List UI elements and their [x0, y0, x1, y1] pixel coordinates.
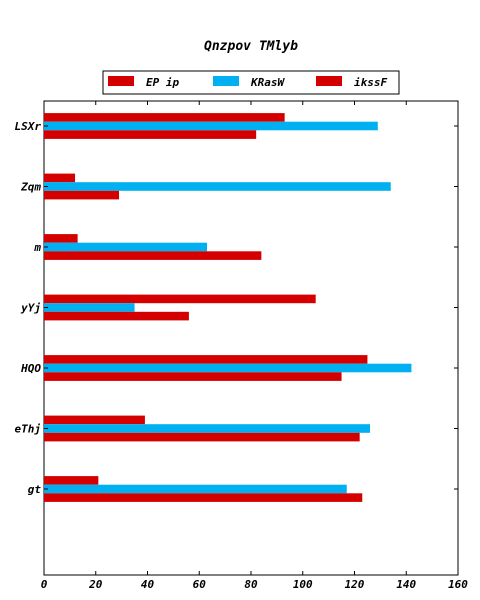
legend-label: EP ip — [146, 76, 179, 89]
bar-LSXr-EP-ip — [44, 113, 285, 122]
bar-eThj-EP-ip — [44, 415, 145, 425]
legend-swatch — [316, 76, 342, 86]
y-tick-label: Zqm — [20, 181, 41, 194]
legend: EP ip KRasW ikssF — [102, 70, 400, 95]
x-tick-label: 0 — [41, 578, 48, 591]
x-tick-label: 100 — [293, 578, 313, 591]
chart-title: Qnzpov TMlyb — [204, 39, 298, 54]
x-tick-label: 160 — [448, 578, 468, 591]
legend-label: KRasW — [250, 76, 285, 89]
bar-gt-ikssF — [44, 493, 363, 502]
bar-eThj-KRasW — [44, 424, 371, 433]
bar-gt-EP-ip — [44, 476, 99, 485]
y-tick-label: HQO — [20, 362, 41, 375]
bar-yYj-EP-ip — [44, 294, 316, 304]
x-tick-label: 80 — [244, 578, 258, 591]
bar-LSXr-ikssF — [44, 130, 257, 139]
bar-yYj-ikssF — [44, 311, 189, 321]
bar-HQO-KRasW — [44, 363, 412, 373]
bar-yYj-KRasW — [44, 303, 135, 312]
x-tick-label: 140 — [396, 578, 416, 591]
bar-m-EP-ip — [44, 234, 78, 243]
bars-group — [44, 113, 412, 502]
x-tick-label: 20 — [88, 578, 103, 591]
bar-gt-KRasW — [44, 484, 347, 494]
legend-swatch — [213, 76, 239, 86]
y-tick-label: yYj — [20, 302, 41, 315]
bar-m-ikssF — [44, 251, 262, 260]
y-axis: LSXr Zqm m yYj HQO eThj gt — [15, 120, 458, 496]
bar-eThj-ikssF — [44, 432, 360, 442]
legend-swatch — [108, 76, 134, 86]
y-tick-label: gt — [28, 483, 42, 496]
y-tick-label: LSXr — [15, 120, 42, 133]
bar-HQO-EP-ip — [44, 355, 368, 364]
bar-Zqm-KRasW — [44, 182, 391, 191]
plot-area-frame — [43, 100, 459, 576]
bar-Zqm-ikssF — [44, 190, 120, 200]
y-tick-label: eThj — [15, 423, 42, 436]
bar-Zqm-EP-ip — [44, 173, 76, 183]
x-axis: 0 20 40 60 80 100 120 140 160 — [41, 101, 468, 591]
y-tick-label: m — [33, 241, 41, 254]
x-tick-label: 120 — [345, 578, 365, 591]
bar-LSXr-KRasW — [44, 121, 378, 131]
x-tick-label: 60 — [193, 578, 207, 591]
bar-HQO-ikssF — [44, 372, 342, 381]
x-tick-label: 40 — [141, 578, 155, 591]
bar-m-KRasW — [44, 242, 208, 252]
legend-label: ikssF — [354, 76, 387, 89]
